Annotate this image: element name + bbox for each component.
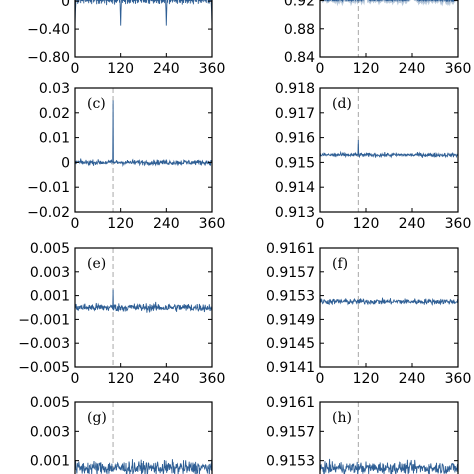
plot-frame <box>74 247 213 368</box>
plot-frame <box>319 0 459 58</box>
y-tick-label: 0.9153 <box>266 289 315 305</box>
x-tick-label: 120 <box>353 61 380 77</box>
y-tick-label: −0.02 <box>27 205 70 221</box>
y-tick-label: 0.9141 <box>266 360 315 376</box>
x-tick-label: 240 <box>153 371 180 387</box>
panel-label: (h) <box>332 410 352 426</box>
series-line <box>320 458 458 474</box>
panel-label: (g) <box>87 410 107 426</box>
y-tick-label: 0.01 <box>39 131 70 147</box>
plot-frame <box>74 0 213 58</box>
x-tick-label: 360 <box>445 61 472 77</box>
y-tick-label: 0.003 <box>30 265 70 281</box>
series-line <box>75 457 212 474</box>
y-tick-label: 0.001 <box>30 454 70 470</box>
y-tick-label: 0.001 <box>30 289 70 305</box>
x-tick-label: 240 <box>399 216 426 232</box>
y-tick-label: 0.914 <box>275 180 315 196</box>
x-tick-label: 120 <box>107 371 134 387</box>
y-tick-label: 0.84 <box>284 50 315 66</box>
y-tick-label: 0.02 <box>39 106 70 122</box>
y-tick-label: 0.913 <box>275 205 315 221</box>
series-band <box>320 0 457 7</box>
panel-g: 0.005 0.003 0.001 (g) <box>30 395 213 474</box>
x-tick-label: 0 <box>71 371 80 387</box>
y-tick-label: −0.003 <box>18 336 70 352</box>
x-tick-label: 360 <box>199 61 226 77</box>
x-tick-label: 0 <box>316 61 325 77</box>
y-tick-label: 0 <box>61 0 70 10</box>
y-tick-label: 0.88 <box>284 22 315 38</box>
panel-label: (c) <box>87 96 106 112</box>
x-tick-label: 0 <box>71 216 80 232</box>
y-tick-label: 0.9161 <box>266 395 315 411</box>
panel-label: (d) <box>332 96 352 112</box>
y-tick-label: 0.9157 <box>266 265 315 281</box>
panel-h: 0.9161 0.9157 0.9153 (h) <box>266 395 459 474</box>
y-tick-label: −0.01 <box>27 180 70 196</box>
x-tick-label: 0 <box>316 216 325 232</box>
x-tick-label: 240 <box>153 61 180 77</box>
y-tick-label: −0.40 <box>27 22 70 38</box>
x-tick-label: 240 <box>399 61 426 77</box>
y-tick-label: 0.03 <box>39 81 70 97</box>
series-line <box>322 0 456 3</box>
y-tick-label: 0.9145 <box>266 336 315 352</box>
panel-label: (f) <box>332 256 348 272</box>
panel-a: 0−0.40−0.800 120 240 360 <box>27 0 225 77</box>
plot-frame <box>319 87 459 213</box>
y-tick-label: 0.003 <box>30 424 70 440</box>
y-tick-label: 0.005 <box>30 241 70 257</box>
x-tick-label: 120 <box>107 61 134 77</box>
panel-c: 0.030.020.010−0.01−0.020 120 240 360(c) <box>27 81 225 232</box>
x-tick-label: 120 <box>353 371 380 387</box>
plot-frame <box>74 87 213 213</box>
y-tick-label: 0.9157 <box>266 424 315 440</box>
x-tick-label: 360 <box>199 371 226 387</box>
series-line <box>320 140 458 159</box>
y-tick-label: −0.005 <box>18 360 70 376</box>
y-tick-label: 0.917 <box>275 106 315 122</box>
y-tick-label: 0 <box>61 155 70 171</box>
x-tick-label: 240 <box>153 216 180 232</box>
series-line <box>75 0 212 26</box>
x-tick-label: 120 <box>107 216 134 232</box>
y-tick-label: −0.001 <box>18 312 70 328</box>
plot-frame <box>74 401 213 474</box>
y-tick-label: 0.9149 <box>266 312 315 328</box>
series-line <box>75 289 212 314</box>
panel-label: (e) <box>87 256 106 272</box>
x-tick-label: 0 <box>71 61 80 77</box>
panel-b: 0.92 0.88 0.840 120 240 360 <box>284 0 472 77</box>
series-line <box>320 297 458 306</box>
x-tick-label: 120 <box>353 216 380 232</box>
y-tick-label: 0.9161 <box>266 241 315 257</box>
y-tick-label: 0.915 <box>275 155 315 171</box>
y-tick-label: 0.92 <box>284 0 315 10</box>
x-tick-label: 360 <box>445 216 472 232</box>
series-line <box>75 100 212 168</box>
x-tick-label: 360 <box>199 216 226 232</box>
x-tick-label: 360 <box>445 371 472 387</box>
y-tick-label: −0.80 <box>27 50 70 66</box>
x-tick-label: 0 <box>316 371 325 387</box>
y-tick-label: 0.005 <box>30 395 70 411</box>
y-tick-label: 0.916 <box>275 131 315 147</box>
y-tick-label: 0.918 <box>275 81 315 97</box>
plot-frame <box>319 247 459 368</box>
plot-frame <box>319 401 459 474</box>
y-tick-label: 0.9153 <box>266 454 315 470</box>
x-tick-label: 240 <box>399 371 426 387</box>
